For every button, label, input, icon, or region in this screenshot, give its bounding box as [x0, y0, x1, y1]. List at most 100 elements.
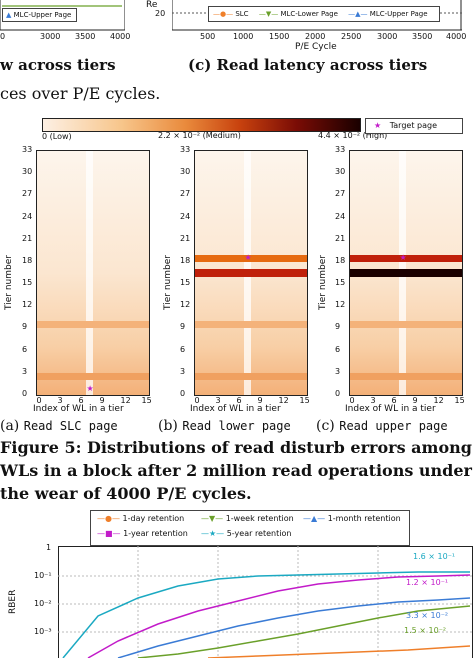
- heatmap-band-high: [195, 254, 307, 262]
- subcaption-b-label: (b): [158, 418, 183, 434]
- y-tick: 15: [22, 278, 33, 288]
- rber-legend: —●— 1-day retention —▼— 1-week retention…: [90, 510, 410, 546]
- y-tick: 24: [335, 211, 346, 221]
- star-marker-icon: —★—: [201, 529, 225, 538]
- subcaption-b-text: Read lower page: [182, 419, 291, 433]
- heatmap-band-red: [195, 269, 307, 277]
- y-axis-label-c: Tier number: [318, 255, 328, 310]
- heatmap-band: [350, 372, 462, 381]
- y-tick: 12: [22, 300, 33, 310]
- target-page-label: Target page: [389, 121, 437, 130]
- rber-plot: [58, 546, 474, 662]
- heatmap-band: [195, 321, 307, 329]
- x-tick: 3: [370, 396, 376, 405]
- subcaption-b-tail: w across tiers: [0, 56, 116, 74]
- y-tick: 18: [22, 255, 33, 265]
- colorbar-label-low: 0 (Low): [42, 132, 72, 141]
- subcaption-c: (c) Read upper page: [316, 418, 448, 434]
- triangle-marker-icon: ▲: [6, 11, 12, 19]
- x-tick: 0: [349, 396, 355, 405]
- subcaption-a-label: (a): [0, 418, 24, 434]
- y-tick: 3: [180, 366, 186, 376]
- x-tick: 3: [215, 396, 221, 405]
- legend-item-mlc-lower: MLC-Lower Page: [280, 10, 338, 18]
- x-axis-label-b: Index of WL in a tier: [190, 404, 281, 414]
- rber-y-tick: 10⁻²: [34, 599, 52, 608]
- legend-item-mlc-upper: MLC-Upper Page: [13, 11, 72, 19]
- heatmap-band: [195, 372, 307, 381]
- y-tick: 27: [335, 189, 346, 199]
- heatmap-band: [37, 372, 149, 381]
- rber-plot-svg: [58, 546, 473, 662]
- y-tick: 6: [335, 344, 341, 354]
- x-tick: 6: [236, 396, 242, 405]
- y-tick: 20: [155, 9, 166, 18]
- y-tick: 27: [22, 189, 33, 199]
- heatmap-band: [350, 321, 462, 329]
- legend-item-slc: SLC: [235, 10, 249, 18]
- y-tick: 33: [22, 145, 33, 154]
- y-tick: 33: [335, 145, 346, 154]
- x-tick: 3500: [75, 32, 96, 41]
- annotation-1week: 1.5 × 10⁻²: [404, 626, 447, 635]
- y-tick: 21: [22, 233, 33, 243]
- y-tick: 27: [180, 189, 191, 199]
- x-tick: 2500: [341, 32, 362, 41]
- y-tick: 24: [22, 211, 33, 221]
- legend-item-mlc-upper: MLC-Upper Page: [369, 10, 428, 18]
- annotation-1year: 1.2 × 10⁻¹: [406, 578, 449, 587]
- y-tick: 33: [180, 145, 191, 154]
- rber-y-tick: 10⁻³: [34, 627, 52, 636]
- x-tick: 0: [36, 396, 42, 405]
- y-tick: 18: [180, 255, 191, 265]
- figure5-line2: WLs in a block after 2 million read oper…: [0, 461, 472, 480]
- y-tick: 0: [22, 389, 28, 398]
- triangle-marker-icon: —▲—: [303, 514, 326, 523]
- x-tick: 1000: [233, 32, 254, 41]
- triangle-down-marker-icon: —▼—: [258, 10, 279, 18]
- x-tick: 12: [278, 396, 289, 405]
- y-tick: 12: [180, 300, 191, 310]
- y-tick: 21: [335, 233, 346, 243]
- heatmap-column-stripe: [86, 151, 93, 395]
- subcaption-b: (b) Read lower page: [158, 418, 291, 434]
- y-tick: 30: [180, 167, 191, 177]
- x-tick: 2000: [305, 32, 326, 41]
- y-tick: 9: [180, 322, 186, 332]
- subcaption-c-label: (c): [316, 418, 340, 434]
- target-page-star-icon: ★: [86, 384, 94, 394]
- x-tick: 9: [99, 396, 105, 405]
- rber-y-axis-label: RBER: [8, 589, 18, 614]
- x-tick: 3000: [377, 32, 398, 41]
- x-tick: 3: [57, 396, 63, 405]
- annotation-5year: 1.6 × 10⁻¹: [413, 552, 456, 561]
- legend-item-1day: —●— 1-day retention: [97, 514, 184, 523]
- target-page-legend: ★ Target page: [365, 118, 463, 134]
- legend-item-1year: —■— 1-year retention: [97, 529, 188, 538]
- heatmap-panel: ★: [194, 150, 308, 396]
- x-tick: 4000: [110, 32, 131, 41]
- rber-y-tick: 1: [46, 543, 52, 552]
- star-marker-icon: ★: [374, 121, 382, 130]
- y-tick: 6: [180, 344, 186, 354]
- x-axis-label-a: Index of WL in a tier: [33, 404, 124, 414]
- legend-item-1month: —▲— 1-month retention: [303, 514, 401, 523]
- annotation-1month: 3.3 × 10⁻²: [406, 611, 449, 620]
- heatmap-panel: ★: [36, 150, 150, 396]
- top-left-plot: [0, 0, 126, 31]
- heatmap-band: [37, 321, 149, 329]
- legend-label: 1-year retention: [123, 529, 188, 538]
- y-tick: 15: [335, 278, 346, 288]
- y-tick: 18: [335, 255, 346, 265]
- square-marker-icon: —■—: [97, 529, 121, 538]
- y-tick: 0: [180, 389, 186, 398]
- subcaption-a-text: Read SLC page: [23, 419, 118, 433]
- triangle-down-marker-icon: —▼—: [201, 514, 224, 523]
- subcaption-c-text: Read upper page: [339, 419, 448, 433]
- circle-marker-icon: —●—: [213, 10, 234, 18]
- x-tick: 15: [299, 396, 310, 405]
- x-tick: 6: [78, 396, 84, 405]
- legend-item-1week: —▼— 1-week retention: [201, 514, 294, 523]
- y-tick: 30: [335, 167, 346, 177]
- x-tick: 15: [454, 396, 465, 405]
